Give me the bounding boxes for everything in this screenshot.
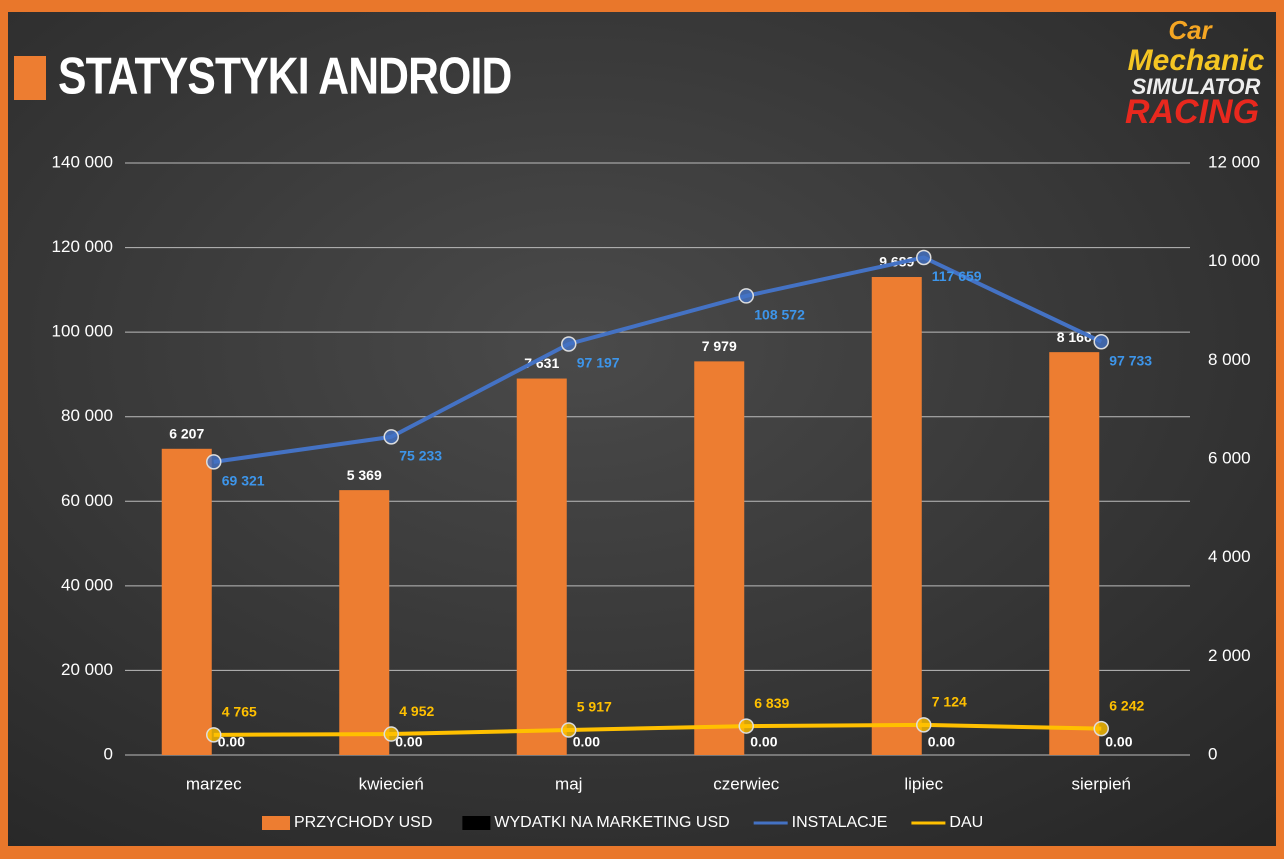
logo-text: Mechanic [1128, 44, 1265, 77]
marker [206, 454, 222, 470]
marker [916, 249, 932, 266]
bar-label: 0.00 [928, 734, 955, 750]
data-label: 117 659 [932, 268, 982, 284]
marker [738, 288, 754, 304]
data-label: 75 233 [399, 448, 442, 464]
line [213, 722, 1102, 737]
y2-tick-label: 6 000 [1208, 448, 1251, 467]
bar-label: 7 631 [524, 355, 559, 371]
logo: Car Mechanic SIMULATOR RACING [1125, 15, 1265, 131]
bar-label: 0.00 [1105, 734, 1132, 750]
marker [561, 722, 577, 738]
x-tick-label: sierpień [1071, 774, 1131, 793]
y-tick-label: 0 [104, 744, 113, 763]
data-label: 97 197 [577, 355, 620, 371]
data-label: 4 765 [222, 704, 257, 720]
legend-label: PRZYCHODY USD [294, 814, 432, 831]
y-tick-label: 20 000 [61, 660, 113, 679]
y2-tick-label: 4 000 [1208, 547, 1251, 566]
bar-label: 5 369 [347, 467, 382, 483]
data-label: 6 839 [754, 695, 789, 711]
y2-tick-label: 10 000 [1208, 251, 1260, 270]
marker [1093, 333, 1109, 350]
y2-tick-label: 2 000 [1208, 646, 1251, 665]
legend-swatch [462, 816, 491, 830]
x-tick-label: marzec [186, 774, 242, 793]
logo-text: SIMULATOR [1132, 74, 1261, 99]
x-tick-label: lipiec [904, 774, 943, 793]
bar [871, 277, 922, 755]
x-tick-label: czerwiec [713, 774, 780, 793]
marker [206, 727, 222, 743]
y2-tick-label: 8 000 [1208, 350, 1251, 369]
y-tick-label: 40 000 [61, 575, 113, 594]
bar [516, 378, 567, 755]
legend-label: WYDATKI NA MARKETING USD [494, 814, 729, 831]
title-marker [14, 56, 46, 100]
bar [694, 361, 745, 755]
x-tick-label: maj [555, 774, 582, 793]
legend-swatch [262, 816, 290, 830]
bar-label: 0.00 [750, 734, 777, 750]
y-tick-label: 140 000 [52, 152, 113, 171]
marker [1093, 720, 1109, 737]
bar-label: 6 207 [169, 425, 204, 441]
logo-text: Car [1168, 15, 1213, 45]
bar-label: 0.00 [218, 734, 245, 750]
x-tick-label: kwiecień [359, 774, 424, 793]
bar-label: 0.00 [573, 734, 600, 750]
marker [561, 336, 577, 352]
legend-label: INSTALACJE [792, 814, 888, 831]
bar-label: 7 979 [702, 338, 737, 354]
marker [383, 429, 399, 445]
marker [916, 717, 932, 733]
bar [339, 490, 390, 755]
line [213, 255, 1103, 464]
marker [383, 726, 399, 742]
data-label: 6 242 [1109, 697, 1144, 713]
y-tick-label: 120 000 [52, 237, 113, 256]
data-label: 97 733 [1109, 352, 1152, 368]
logo-text: RACING [1125, 93, 1259, 131]
y-tick-label: 100 000 [52, 322, 113, 341]
data-label: 69 321 [222, 473, 265, 489]
legend-label: DAU [949, 814, 983, 831]
bar-label: 0.00 [395, 734, 422, 750]
bar [1049, 352, 1100, 755]
marker [738, 718, 754, 734]
chart-title: STATYSTYKI ANDROID [58, 48, 511, 106]
data-label: 4 952 [399, 703, 434, 719]
data-label: 108 572 [754, 307, 805, 323]
data-label: 5 917 [577, 699, 612, 715]
bar [161, 448, 212, 755]
y2-tick-label: 12 000 [1208, 152, 1260, 171]
data-label: 7 124 [932, 694, 967, 710]
y2-tick-label: 0 [1208, 744, 1217, 763]
y-tick-label: 80 000 [61, 406, 113, 425]
y-tick-label: 60 000 [61, 491, 113, 510]
